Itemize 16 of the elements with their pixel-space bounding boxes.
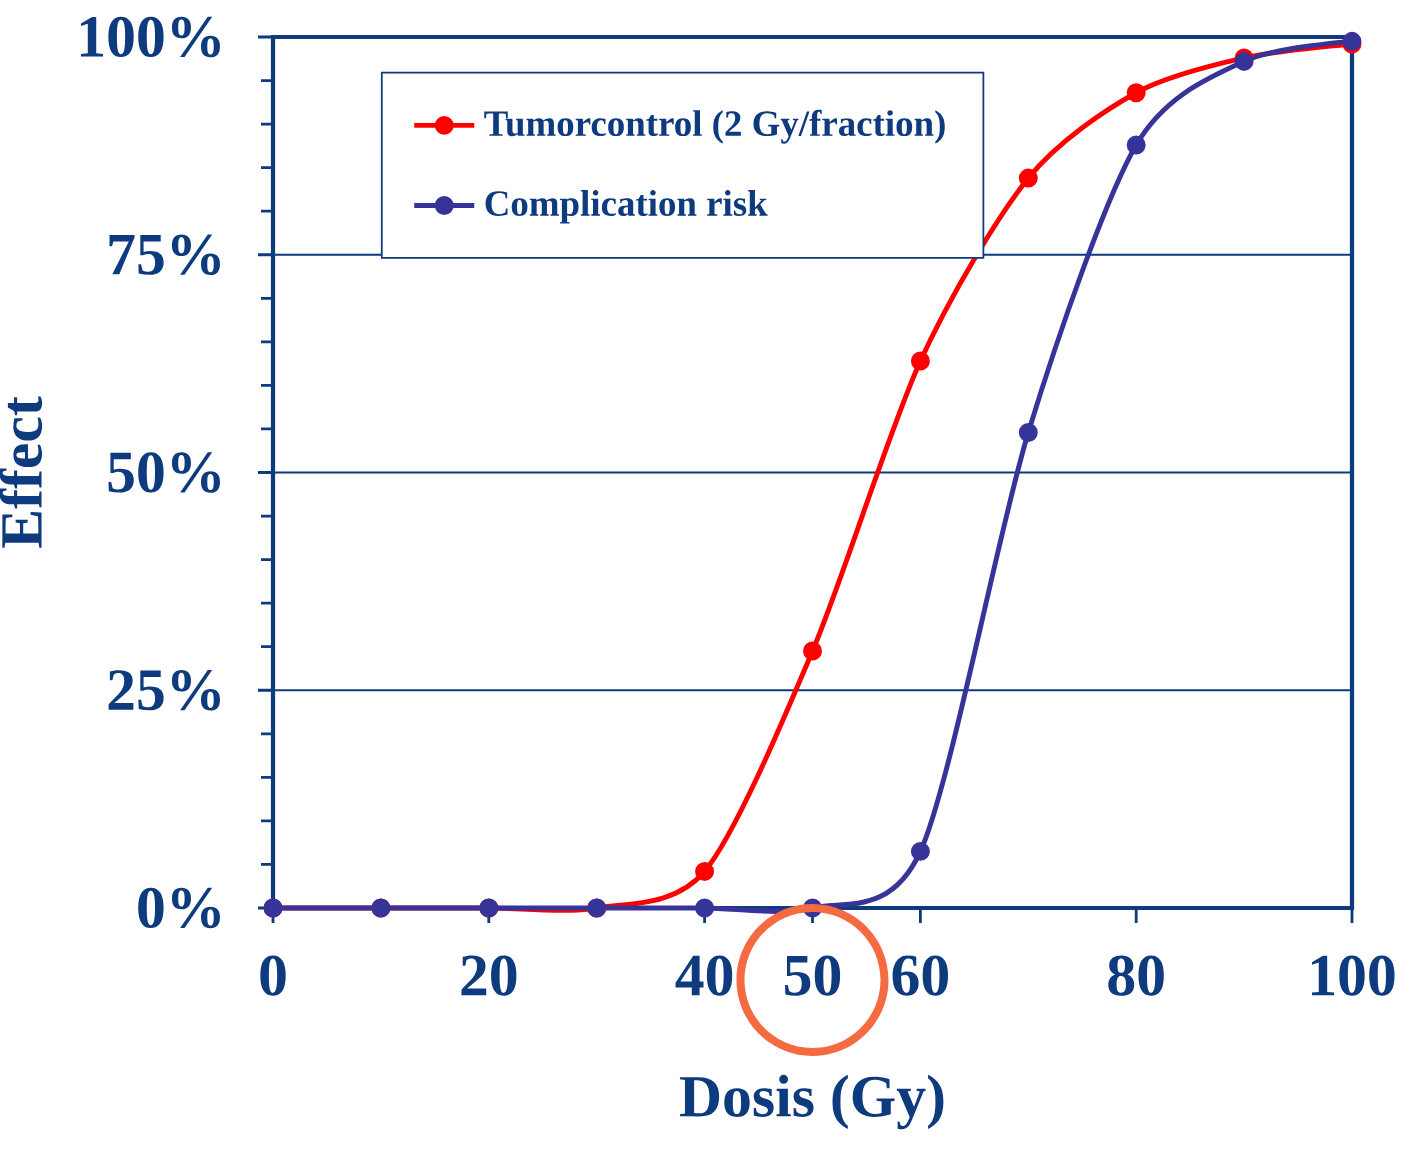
x-tick-label: 100 (1311, 955, 1395, 996)
x-tick-label: 50 (784, 955, 841, 996)
y-tick-label: 75% (109, 234, 220, 275)
legend-label: Complication risk (485, 190, 768, 224)
x-tick-label: 20 (461, 955, 517, 996)
y-axis-title: Effect (0, 396, 43, 548)
x-tick-label: 60 (892, 955, 949, 996)
legend-label: Tumorcontrol (2 Gy/fraction) (484, 109, 945, 144)
y-tick-label: 25% (108, 669, 220, 711)
x-tick-label: 80 (1108, 955, 1164, 996)
x-axis-title: Dosis (Gy) (679, 1074, 944, 1130)
x-tick-label: 0 (260, 955, 286, 996)
y-tick-label: 100% (81, 16, 220, 58)
x-tick-label: 40 (675, 955, 733, 996)
y-tick-label: 0% (138, 887, 220, 929)
y-tick-label: 50% (108, 452, 220, 493)
